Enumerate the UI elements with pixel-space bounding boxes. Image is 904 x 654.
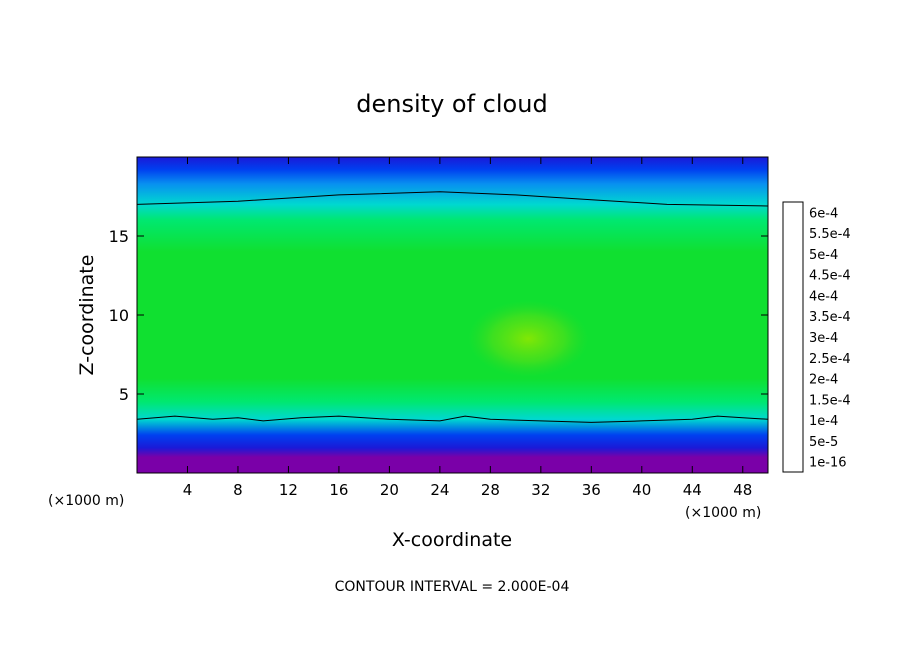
x-tick-label: 12 (279, 481, 298, 499)
x-tick-label: 48 (733, 481, 752, 499)
contour-interval-note: CONTOUR INTERVAL = 2.000E-04 (335, 579, 570, 595)
x-axis-label: X-coordinate (392, 529, 512, 551)
x-tick-label: 44 (683, 481, 702, 499)
colorbar-frame (782, 201, 804, 473)
contour-line-1 (137, 415, 768, 423)
colorbar-label: 4e-4 (809, 290, 838, 305)
colorbar-label: 6e-4 (809, 206, 838, 221)
colorbar-label: 1e-16 (809, 456, 847, 471)
colorbar-label: 5.5e-4 (809, 227, 851, 242)
y-tick-label: 5 (119, 385, 129, 404)
colorbar-label: 5e-4 (809, 248, 838, 263)
x-tick-label: 28 (481, 481, 500, 499)
y-axis-ticks: 5 10 15 (109, 227, 768, 404)
colorbar: 1e-16 5e-5 1e-4 1.5e-4 2e-4 2.5e-4 3e-4 3.5e-4 4… (782, 201, 851, 473)
colorbar-label: 3.5e-4 (809, 310, 851, 325)
colorbar-label: 4.5e-4 (809, 269, 851, 284)
x-tick-label: 20 (380, 481, 399, 499)
x-tick-label: 40 (632, 481, 651, 499)
y-tick-label: 10 (109, 306, 129, 325)
chart-title: density of cloud (356, 90, 547, 118)
colorbar-label: 2e-4 (809, 373, 838, 388)
x-unit-left: (×1000 m) (48, 493, 124, 509)
x-tick-label: 24 (430, 481, 449, 499)
plot-area (137, 157, 768, 473)
x-tick-label: 8 (233, 481, 243, 499)
x-tick-label: 36 (582, 481, 601, 499)
colorbar-label: 1e-4 (809, 414, 838, 429)
colorbar-label: 3e-4 (809, 331, 838, 346)
x-axis-ticks: 4 8 12 16 20 24 28 32 36 40 44 48 (183, 157, 752, 499)
colorbar-label: 2.5e-4 (809, 352, 851, 367)
colorbar-label: 5e-5 (809, 435, 838, 450)
contour-line-0 (137, 191, 768, 207)
y-axis-label: Z-coordinate (76, 255, 98, 376)
contour-lines (137, 191, 768, 423)
x-tick-label: 4 (183, 481, 193, 499)
x-tick-label: 32 (531, 481, 550, 499)
x-tick-label: 16 (329, 481, 348, 499)
x-unit-right: (×1000 m) (685, 505, 761, 521)
local-maximum-region (468, 300, 589, 377)
y-tick-label: 15 (109, 227, 129, 246)
colorbar-label: 1.5e-4 (809, 393, 851, 408)
